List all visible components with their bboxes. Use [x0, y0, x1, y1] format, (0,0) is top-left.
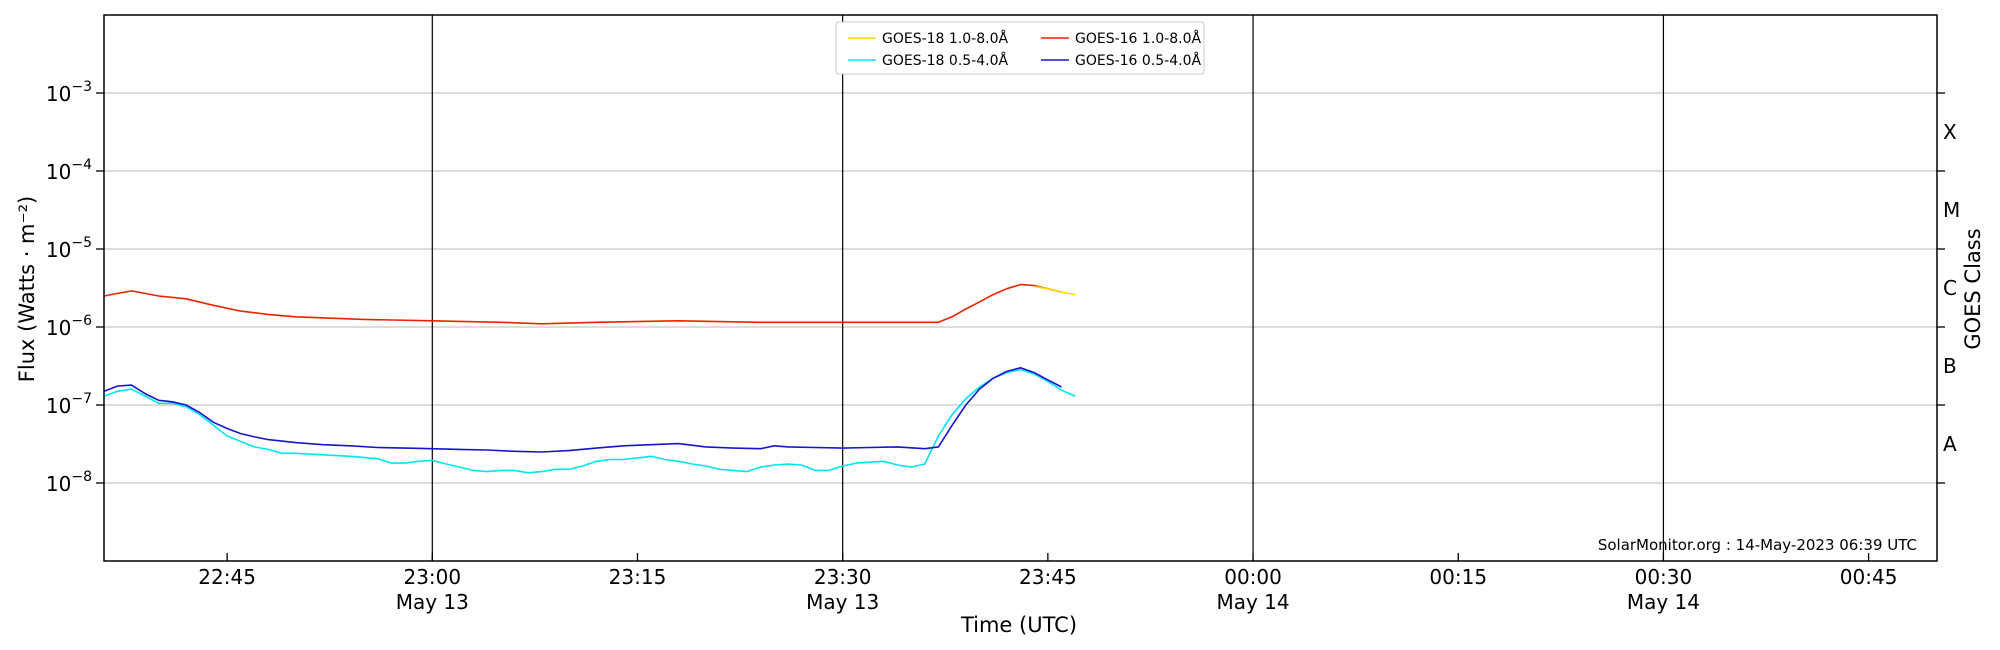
x-tick-date-label: May 13	[806, 590, 879, 614]
y-tick-base: 10	[46, 160, 71, 184]
legend-label: GOES-18 1.0-8.0Å	[882, 30, 1008, 47]
series-line	[103, 366, 1062, 453]
right-axis-title: GOES Class	[1961, 228, 1985, 349]
y-tick-base: 10	[46, 472, 71, 496]
x-tick-label: 00:00	[1224, 565, 1282, 589]
goes-class-label: A	[1943, 432, 1957, 456]
y-tick-label: 10−4	[46, 157, 92, 184]
y-tick-base: 10	[46, 316, 71, 340]
x-axis-title: Time (UTC)	[960, 613, 1077, 637]
series-line	[1034, 285, 1076, 296]
y-tick-base: 10	[46, 82, 71, 106]
x-tick-label: 00:30	[1635, 565, 1693, 589]
credit-text: SolarMonitor.org : 14-May-2023 06:39 UTC	[1598, 536, 1917, 554]
grid-layer	[104, 92, 1937, 484]
x-tick-label: 23:15	[609, 565, 667, 589]
y-tick-exponent: −4	[71, 157, 92, 173]
x-tick-date-label: May 13	[396, 590, 469, 614]
legend: GOES-18 1.0-8.0Å GOES-18 0.5-4.0Å GOES-16 …	[835, 21, 1205, 75]
y-tick-label: 10−6	[46, 313, 92, 340]
y-tick-label: 10−8	[46, 469, 92, 496]
series-line	[103, 283, 1062, 325]
x-tick-label: 22:45	[198, 565, 256, 589]
x-tick-label: 00:15	[1429, 565, 1487, 589]
y-tick-exponent: −6	[71, 313, 92, 329]
y-tick-label: 10−7	[46, 391, 92, 418]
y-tick-base: 10	[46, 394, 71, 418]
series-line	[103, 368, 1076, 474]
y-tick-exponent: −5	[71, 235, 92, 251]
goes-class-label: M	[1943, 198, 1960, 222]
x-tick-label: 00:45	[1840, 565, 1898, 589]
y-tick-exponent: −7	[71, 391, 92, 407]
goes-class-label: B	[1943, 354, 1957, 378]
x-tick-date-label: May 14	[1216, 590, 1289, 614]
legend-label: GOES-18 0.5-4.0Å	[882, 52, 1008, 69]
y-tick-exponent: −8	[71, 469, 92, 485]
y-axis-title: Flux (Watts · m⁻²)	[15, 196, 39, 382]
x-tick-label: 23:00	[403, 565, 461, 589]
plot-frame	[103, 14, 1938, 562]
x-tick-label: 23:30	[814, 565, 872, 589]
y-tick-label: 10−5	[46, 235, 92, 262]
goes-class-label: X	[1943, 120, 1957, 144]
goes-class-label: C	[1943, 276, 1957, 300]
legend-label: GOES-16 0.5-4.0Å	[1075, 52, 1201, 69]
legend-label: GOES-16 1.0-8.0Å	[1075, 30, 1201, 47]
x-tick-date-label: May 14	[1627, 590, 1700, 614]
vertical-time-lines	[431, 15, 1665, 561]
y-tick-base: 10	[46, 238, 71, 262]
goes-class-labels: X M C B A	[1943, 120, 1960, 456]
series-layer	[103, 283, 1076, 474]
y-tick-exponent: −3	[71, 79, 92, 95]
legend-box	[835, 21, 1205, 75]
x-tick-label: 23:45	[1019, 565, 1077, 589]
y-tick-label: 10−3	[46, 79, 92, 106]
